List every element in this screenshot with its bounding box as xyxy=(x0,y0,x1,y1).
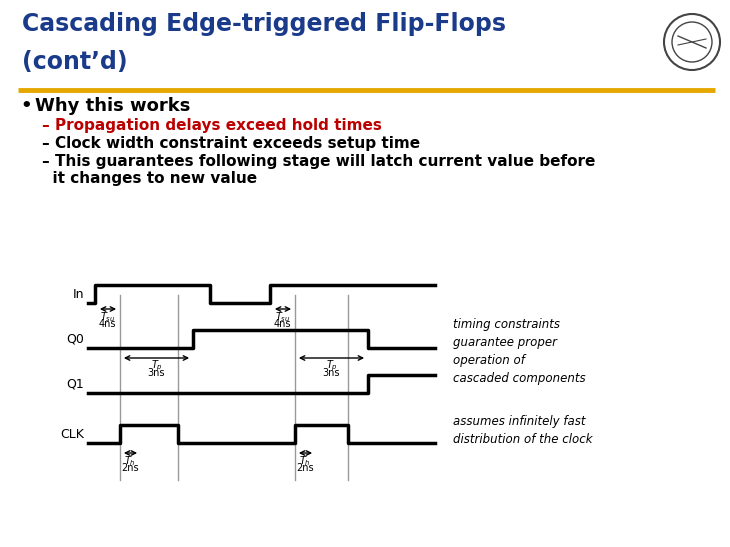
Text: $T_h$: $T_h$ xyxy=(299,454,311,468)
Text: $T_p$: $T_p$ xyxy=(150,359,163,374)
Text: In: In xyxy=(72,288,84,300)
Text: 3ns: 3ns xyxy=(147,368,165,378)
Text: 4ns: 4ns xyxy=(99,319,116,329)
Text: Why this works: Why this works xyxy=(35,97,191,115)
Text: timing constraints
guarantee proper
operation of
cascaded components: timing constraints guarantee proper oper… xyxy=(453,318,585,385)
Text: – Propagation delays exceed hold times: – Propagation delays exceed hold times xyxy=(42,118,382,133)
Text: $T_{su}$: $T_{su}$ xyxy=(100,310,115,324)
Text: assumes infinitely fast
distribution of the clock: assumes infinitely fast distribution of … xyxy=(453,415,593,446)
Text: $T_{su}$: $T_{su}$ xyxy=(274,310,291,324)
Text: 4ns: 4ns xyxy=(274,319,291,329)
Text: 3ns: 3ns xyxy=(323,368,340,378)
Text: $T_p$: $T_p$ xyxy=(326,359,337,374)
Text: – This guarantees following stage will latch current value before
  it changes t: – This guarantees following stage will l… xyxy=(42,154,596,187)
Text: •: • xyxy=(20,97,31,115)
Text: Cascading Edge-triggered Flip-Flops: Cascading Edge-triggered Flip-Flops xyxy=(22,12,506,36)
Text: Q1: Q1 xyxy=(66,377,84,391)
Text: (cont’d): (cont’d) xyxy=(22,50,128,74)
Text: 2ns: 2ns xyxy=(296,463,314,473)
Text: Q0: Q0 xyxy=(66,333,84,346)
Text: CLK: CLK xyxy=(60,428,84,440)
Text: $T_h$: $T_h$ xyxy=(124,454,136,468)
Text: – Clock width constraint exceeds setup time: – Clock width constraint exceeds setup t… xyxy=(42,136,420,151)
Text: 2ns: 2ns xyxy=(121,463,139,473)
